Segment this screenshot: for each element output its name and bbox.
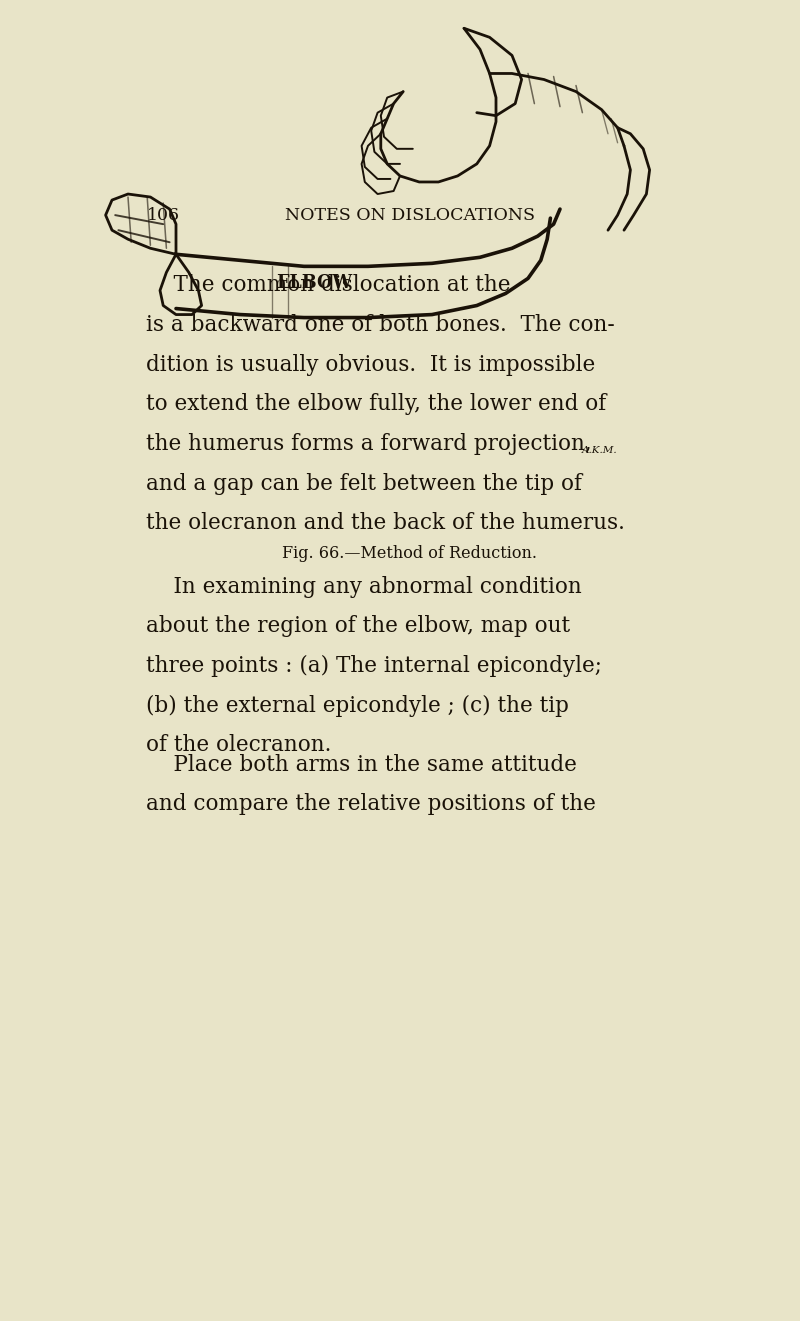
Text: ELBOW: ELBOW [276,275,352,292]
Text: and compare the relative positions of the: and compare the relative positions of th… [146,793,596,815]
Text: and a gap can be felt between the tip of: and a gap can be felt between the tip of [146,473,582,495]
Text: the olecranon and the back of the humerus.: the olecranon and the back of the humeru… [146,513,626,535]
Text: Fig. 66.—Method of Reduction.: Fig. 66.—Method of Reduction. [282,546,538,561]
Text: (b) the external epicondyle ; (c) the tip: (b) the external epicondyle ; (c) the ti… [146,695,570,717]
Text: the humerus forms a forward projection,: the humerus forms a forward projection, [146,433,592,456]
Text: The common dislocation at the: The common dislocation at the [146,275,518,296]
Text: about the region of the elbow, map out: about the region of the elbow, map out [146,616,570,637]
Text: NOTES ON DISLOCATIONS: NOTES ON DISLOCATIONS [285,207,535,225]
Text: dition is usually obvious.  It is impossible: dition is usually obvious. It is impossi… [146,354,596,375]
Text: of the olecranon.: of the olecranon. [146,734,332,756]
Text: 106: 106 [146,207,179,225]
Text: A.K.M.: A.K.M. [582,446,618,456]
Text: three points : (a) The internal epicondyle;: three points : (a) The internal epicondy… [146,655,602,676]
Text: In examining any abnormal condition: In examining any abnormal condition [146,576,582,597]
Text: is a backward one of both bones.  The con-: is a backward one of both bones. The con… [146,314,615,336]
Text: to extend the elbow fully, the lower end of: to extend the elbow fully, the lower end… [146,394,606,416]
Text: Place both arms in the same attitude: Place both arms in the same attitude [146,753,578,775]
